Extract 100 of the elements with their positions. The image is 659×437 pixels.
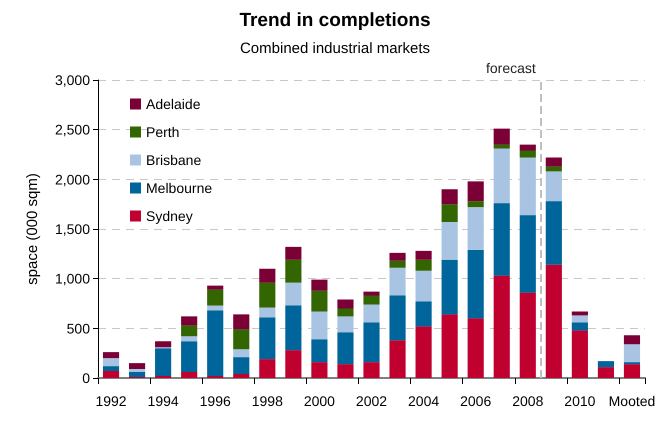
y-tick-label: 1,000 — [54, 270, 90, 287]
bar — [155, 341, 172, 348]
bar — [128, 363, 146, 370]
bar — [102, 358, 120, 366]
bar — [181, 316, 198, 326]
bar — [468, 250, 484, 318]
chart-subtitle: Combined industrial markets — [240, 40, 430, 57]
bar — [181, 341, 198, 372]
bar — [128, 369, 146, 372]
bar — [363, 304, 380, 322]
chart-title: Trend in completions — [239, 10, 431, 31]
bar — [311, 280, 328, 291]
bar — [207, 286, 224, 290]
bar — [285, 350, 302, 378]
legend-label: Melbourne — [146, 180, 212, 196]
bar — [389, 268, 406, 296]
bar — [416, 270, 432, 302]
bar — [207, 310, 224, 376]
bar — [363, 292, 380, 296]
bar — [624, 364, 640, 378]
x-tick-label: 2000 — [304, 393, 336, 409]
x-tick-label: Mooted — [608, 393, 656, 409]
bar — [285, 246, 302, 260]
y-axis-title: space (000 sqm) — [24, 173, 41, 285]
bar — [546, 166, 562, 172]
y-tick-label: 2,500 — [54, 122, 90, 138]
x-tick-label: 1996 — [200, 393, 231, 409]
bar — [494, 148, 510, 204]
bar — [207, 290, 224, 306]
bar — [233, 349, 250, 358]
bar — [546, 157, 562, 166]
bar — [337, 300, 354, 308]
bar — [468, 318, 484, 378]
bar — [598, 367, 614, 378]
bar — [494, 203, 510, 276]
bar — [259, 307, 276, 318]
x-tick-label: 2008 — [512, 393, 544, 409]
y-tick-label: 1,500 — [54, 221, 90, 237]
legend-label: Perth — [146, 124, 180, 140]
bar — [102, 371, 120, 378]
bar — [259, 282, 276, 308]
y-tick-label: 0 — [82, 370, 90, 386]
x-tick-label: 1998 — [252, 393, 284, 409]
bar — [102, 366, 120, 372]
bar — [494, 144, 510, 149]
bar — [572, 330, 588, 378]
bar — [520, 144, 536, 151]
legend-label: Adelaide — [146, 96, 201, 112]
bar — [468, 181, 484, 202]
bar — [259, 317, 276, 360]
x-tick-label: 1992 — [95, 393, 127, 409]
bar — [389, 252, 406, 261]
bar — [207, 305, 224, 310]
bar — [442, 189, 458, 204]
y-tick-label: 2,000 — [54, 171, 90, 188]
bar — [468, 201, 484, 208]
bar — [389, 340, 406, 378]
bar — [181, 325, 198, 336]
bar — [442, 222, 458, 260]
x-tick-label: 2010 — [564, 393, 596, 409]
bar — [337, 308, 354, 316]
bar — [311, 339, 328, 362]
bar — [572, 315, 588, 322]
bar — [520, 157, 536, 216]
bar — [416, 260, 432, 271]
bar — [181, 336, 198, 342]
bar — [416, 326, 432, 378]
bar — [337, 332, 354, 364]
bar — [520, 292, 536, 378]
bar — [468, 207, 484, 250]
bar — [311, 290, 328, 312]
bar — [442, 314, 458, 378]
bar — [128, 372, 146, 378]
bar — [520, 215, 536, 293]
bar — [363, 296, 380, 304]
bar — [285, 260, 302, 283]
ref-line-label: forecast — [486, 60, 536, 76]
bar — [233, 314, 250, 330]
bar — [337, 316, 354, 332]
bar — [363, 322, 380, 362]
bar — [442, 260, 458, 314]
bar — [155, 348, 172, 376]
bar — [311, 362, 328, 378]
bar — [442, 204, 458, 222]
bar — [102, 352, 120, 358]
bar — [233, 329, 250, 350]
bar — [285, 305, 302, 350]
bar — [546, 264, 562, 378]
bar — [389, 260, 406, 268]
bar — [494, 128, 510, 145]
bar — [572, 311, 588, 316]
bar — [233, 374, 250, 378]
y-tick-label: 3,000 — [54, 72, 90, 88]
bar — [624, 344, 640, 362]
bar — [494, 276, 510, 378]
bar — [285, 282, 302, 306]
bar — [311, 311, 328, 340]
bar — [389, 296, 406, 340]
x-tick-label: 2002 — [356, 393, 388, 409]
bar — [181, 372, 198, 378]
